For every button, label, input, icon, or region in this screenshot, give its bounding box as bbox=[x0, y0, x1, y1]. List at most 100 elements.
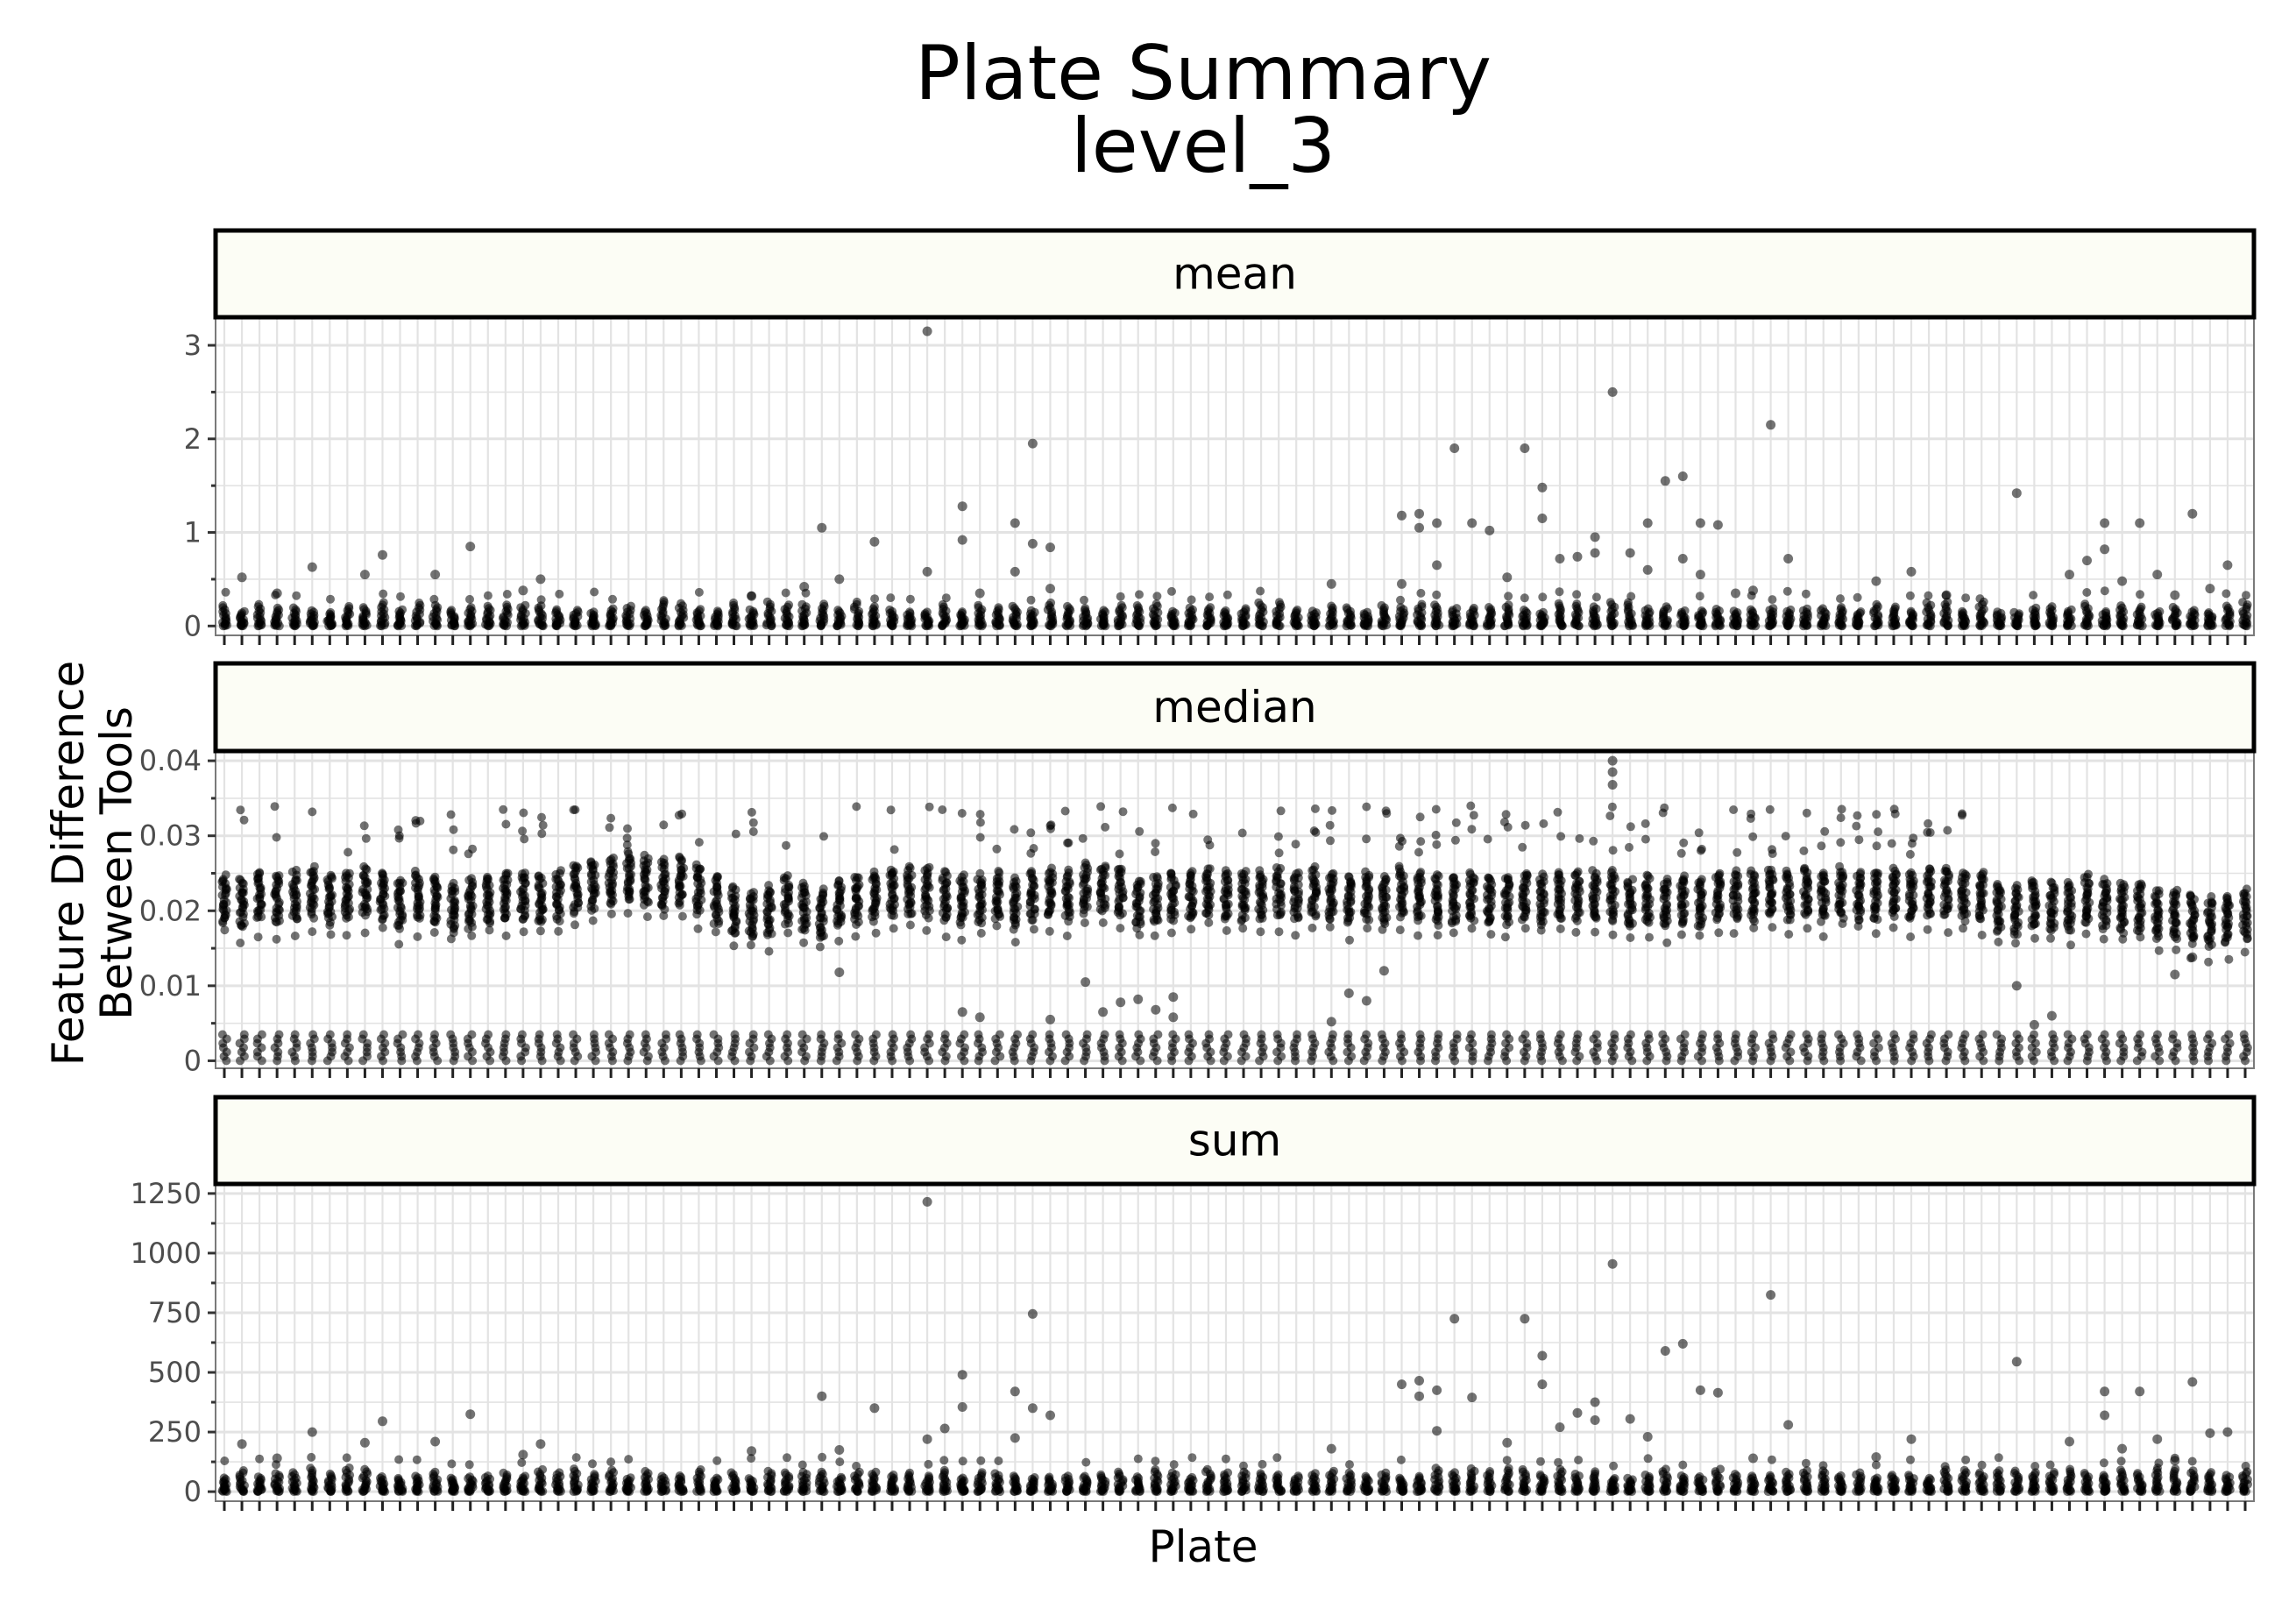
mean-bulk-point bbox=[781, 588, 790, 598]
median-zero-point bbox=[925, 1030, 934, 1039]
median-zero-point bbox=[1377, 1030, 1386, 1039]
mean-bulk-point bbox=[1924, 591, 1933, 600]
median-zero-point bbox=[535, 1030, 544, 1039]
median-band-point bbox=[1345, 935, 1354, 945]
median-band-point bbox=[1379, 872, 1389, 881]
median-zero-point bbox=[995, 1030, 1004, 1039]
median-zero-point bbox=[1535, 1030, 1545, 1039]
mean-bulk-point bbox=[218, 600, 228, 610]
median-zero-point bbox=[783, 1030, 792, 1039]
mean-outlier-point bbox=[2152, 570, 2163, 580]
mean-outlier-point bbox=[2187, 508, 2198, 519]
median-zero-point bbox=[1307, 1030, 1316, 1039]
median-band-point bbox=[378, 868, 387, 878]
median-band-point bbox=[1166, 928, 1176, 938]
mean-bulk-point bbox=[2222, 589, 2231, 599]
mean-outlier-point bbox=[2117, 576, 2128, 586]
mean-bulk-point bbox=[2189, 606, 2199, 615]
mean-bulk-point bbox=[1485, 603, 1493, 612]
median-band-point bbox=[253, 932, 263, 942]
mean-bulk-point bbox=[292, 591, 301, 600]
mean-bulk-point bbox=[1081, 604, 1090, 613]
mean-bulk-point bbox=[1626, 592, 1636, 601]
mean-bulk-point bbox=[870, 594, 880, 604]
mean-outlier-point bbox=[1414, 522, 1424, 533]
mean-outlier-point bbox=[747, 591, 757, 601]
median-zero-point bbox=[430, 1030, 439, 1039]
median-band-point bbox=[815, 942, 825, 952]
mean-outlier-point bbox=[430, 570, 441, 580]
mean-bulk-point bbox=[2136, 590, 2144, 599]
mean-outlier-point bbox=[307, 562, 317, 572]
mean-outlier-point bbox=[1326, 578, 1336, 589]
median-zero-point bbox=[1028, 1030, 1038, 1039]
median-zero-point bbox=[398, 1030, 407, 1039]
points bbox=[218, 326, 2252, 631]
median-zero-point bbox=[1328, 1030, 1337, 1039]
median-zero-point bbox=[797, 1030, 807, 1039]
median-zero-point bbox=[569, 1030, 578, 1039]
mean-bulk-point bbox=[1782, 586, 1792, 596]
median-band-point bbox=[309, 861, 319, 871]
mean-bulk-point bbox=[1961, 593, 1971, 603]
mean-bulk-point bbox=[1168, 606, 1178, 616]
y-axis-label-line-1: Feature Difference bbox=[43, 661, 94, 1067]
median-band-point bbox=[236, 875, 245, 885]
mean-outlier-point bbox=[1537, 482, 1548, 493]
mean-outlier-point bbox=[1397, 510, 1407, 521]
mean-outlier-point bbox=[1045, 584, 1055, 594]
median-zero-point bbox=[1555, 1030, 1565, 1039]
mean-bulk-point bbox=[1853, 592, 1862, 602]
mean-outlier-point bbox=[1485, 525, 1495, 535]
mean-bulk-point bbox=[1152, 599, 1161, 609]
median-band-point bbox=[517, 869, 527, 879]
mean-outlier-point bbox=[2082, 556, 2092, 566]
median-band-point bbox=[853, 873, 861, 882]
median-band-point bbox=[609, 853, 618, 862]
mean-outlier-point bbox=[2170, 590, 2180, 600]
median-zero-point bbox=[1168, 1030, 1178, 1039]
median-band-point bbox=[255, 868, 265, 877]
mean-outlier-point bbox=[359, 570, 370, 580]
median-band-point bbox=[1027, 867, 1036, 876]
mean-bulk-point bbox=[447, 606, 457, 615]
y-tick-label: 3 bbox=[184, 329, 202, 362]
mean-outlier-point bbox=[535, 574, 546, 585]
mean-bulk-point bbox=[326, 594, 335, 604]
mean-bulk-point bbox=[1254, 598, 1264, 607]
mean-bulk-point bbox=[1993, 607, 2002, 617]
mean-bulk-point bbox=[1958, 606, 1967, 616]
median-band-point bbox=[1115, 864, 1124, 874]
mean-bulk-point bbox=[1377, 600, 1386, 610]
median-band-point bbox=[483, 872, 493, 882]
mean-bulk-point bbox=[1539, 607, 1548, 617]
median-zero-point bbox=[552, 1030, 562, 1039]
median-band-point bbox=[1310, 861, 1320, 871]
mean-bulk-point bbox=[2222, 601, 2231, 611]
mean-bulk-point bbox=[1906, 606, 1916, 616]
median-band-point bbox=[236, 939, 245, 947]
mean-bulk-point bbox=[938, 599, 947, 609]
mean-bulk-point bbox=[1206, 603, 1215, 613]
mean-bulk-point bbox=[358, 603, 368, 613]
mean-bulk-point bbox=[1241, 604, 1251, 613]
y-tick-label: 0 bbox=[184, 609, 202, 642]
mean-outlier-point bbox=[957, 501, 967, 512]
mean-bulk-point bbox=[344, 601, 354, 611]
median-band-point bbox=[292, 865, 301, 875]
mean-outlier-point bbox=[1695, 570, 1705, 580]
median-zero-point bbox=[817, 1030, 826, 1039]
facet-strip-label: mean bbox=[1173, 249, 1297, 300]
mean-bulk-point bbox=[659, 596, 669, 606]
mean-bulk-point bbox=[466, 603, 476, 613]
median-zero-point bbox=[484, 1030, 493, 1039]
mean-outlier-point bbox=[1010, 518, 1020, 528]
median-zero-point bbox=[604, 1030, 613, 1039]
median-band-point bbox=[220, 925, 230, 935]
mean-bulk-point bbox=[1768, 595, 1777, 605]
mean-bulk-point bbox=[905, 607, 915, 617]
median-zero-point bbox=[1520, 1030, 1530, 1039]
median-band-point bbox=[1538, 869, 1548, 879]
mean-outlier-point bbox=[1467, 518, 1478, 528]
